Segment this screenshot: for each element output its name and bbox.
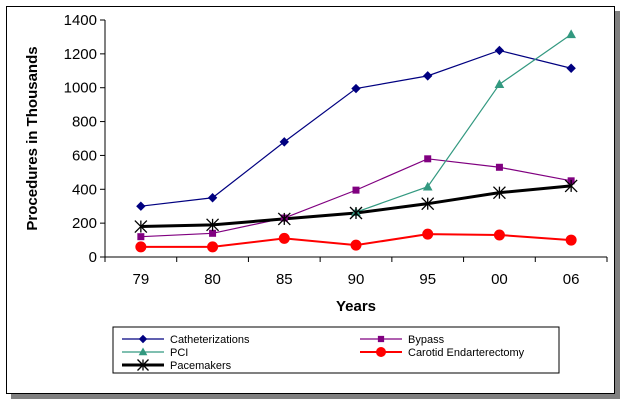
star-marker [134, 220, 148, 233]
square-marker [137, 233, 145, 241]
diamond-marker [494, 45, 505, 56]
diamond-marker [566, 63, 576, 73]
circle-marker [376, 347, 386, 357]
star-marker [492, 186, 506, 200]
diamond-marker [423, 71, 433, 81]
y-tick-label: 600 [72, 147, 97, 164]
y-tick-label: 200 [72, 215, 97, 232]
diamond-marker [207, 193, 218, 203]
star-marker [349, 206, 363, 220]
y-axis-title: Procedures in Thousands [24, 46, 41, 230]
square-marker [424, 155, 432, 163]
y-tick-label: 1400 [64, 12, 97, 29]
star-marker [137, 359, 149, 371]
triangle-marker [566, 29, 576, 39]
legend-item: Bypass [360, 334, 445, 346]
x-axis-title: Years [336, 298, 376, 315]
legend-label: Catheterizations [170, 334, 250, 346]
star-marker [564, 179, 578, 193]
x-tick-label: 95 [419, 271, 436, 288]
legend-item: Pacemakers [122, 359, 232, 372]
x-tick-label: 00 [491, 271, 508, 288]
y-tick-label: 1000 [64, 80, 97, 97]
x-tick-label: 90 [348, 271, 365, 288]
circle-marker [350, 239, 362, 251]
series-line-catheterizations [140, 49, 572, 207]
y-tick-label: 0 [89, 249, 97, 266]
legend-item: PCI [122, 347, 188, 359]
legend-label: Pacemakers [170, 360, 232, 372]
star-marker [421, 197, 435, 211]
circle-marker [493, 229, 505, 241]
diamond-marker [279, 137, 289, 147]
series-markers [134, 29, 578, 253]
square-marker [495, 163, 503, 171]
legend-label: PCI [170, 347, 188, 359]
triangle-marker [494, 79, 505, 89]
circle-marker [422, 228, 434, 240]
y-tick-label: 400 [72, 181, 97, 198]
star-marker [277, 212, 291, 226]
square-marker [352, 186, 360, 194]
diamond-marker [351, 83, 361, 94]
legend: Catheterizations Bypass PCI Carotid Endarte… [112, 326, 560, 374]
triangle-marker [138, 347, 148, 356]
legend-item: Catheterizations [122, 334, 250, 346]
diamond-marker [136, 201, 146, 211]
diamond-marker [138, 334, 148, 344]
legend-label: Carotid Endarterectomy [408, 347, 525, 359]
x-tick-label: 80 [204, 271, 221, 288]
circle-marker [565, 234, 577, 246]
circle-marker [207, 241, 219, 253]
square-marker [377, 335, 385, 343]
legend-box [112, 326, 560, 374]
legend-item: Carotid Endarterectomy [360, 347, 525, 359]
triangle-marker [422, 181, 433, 191]
square-marker [209, 229, 217, 237]
x-tick-label: 79 [133, 271, 150, 288]
y-tick-label: 800 [72, 114, 97, 131]
circle-marker [278, 232, 290, 244]
circle-marker [135, 241, 147, 253]
x-tick-label: 85 [276, 271, 293, 288]
legend-label: Bypass [408, 334, 445, 346]
chart-axes: 0 200 400 600 800 1000 1200 1400 79 80 85 90 95 00 06 [64, 12, 608, 288]
y-tick-label: 1200 [64, 46, 97, 63]
star-marker [206, 218, 220, 232]
series-line-pci [355, 33, 572, 213]
x-tick-label: 06 [563, 271, 580, 288]
